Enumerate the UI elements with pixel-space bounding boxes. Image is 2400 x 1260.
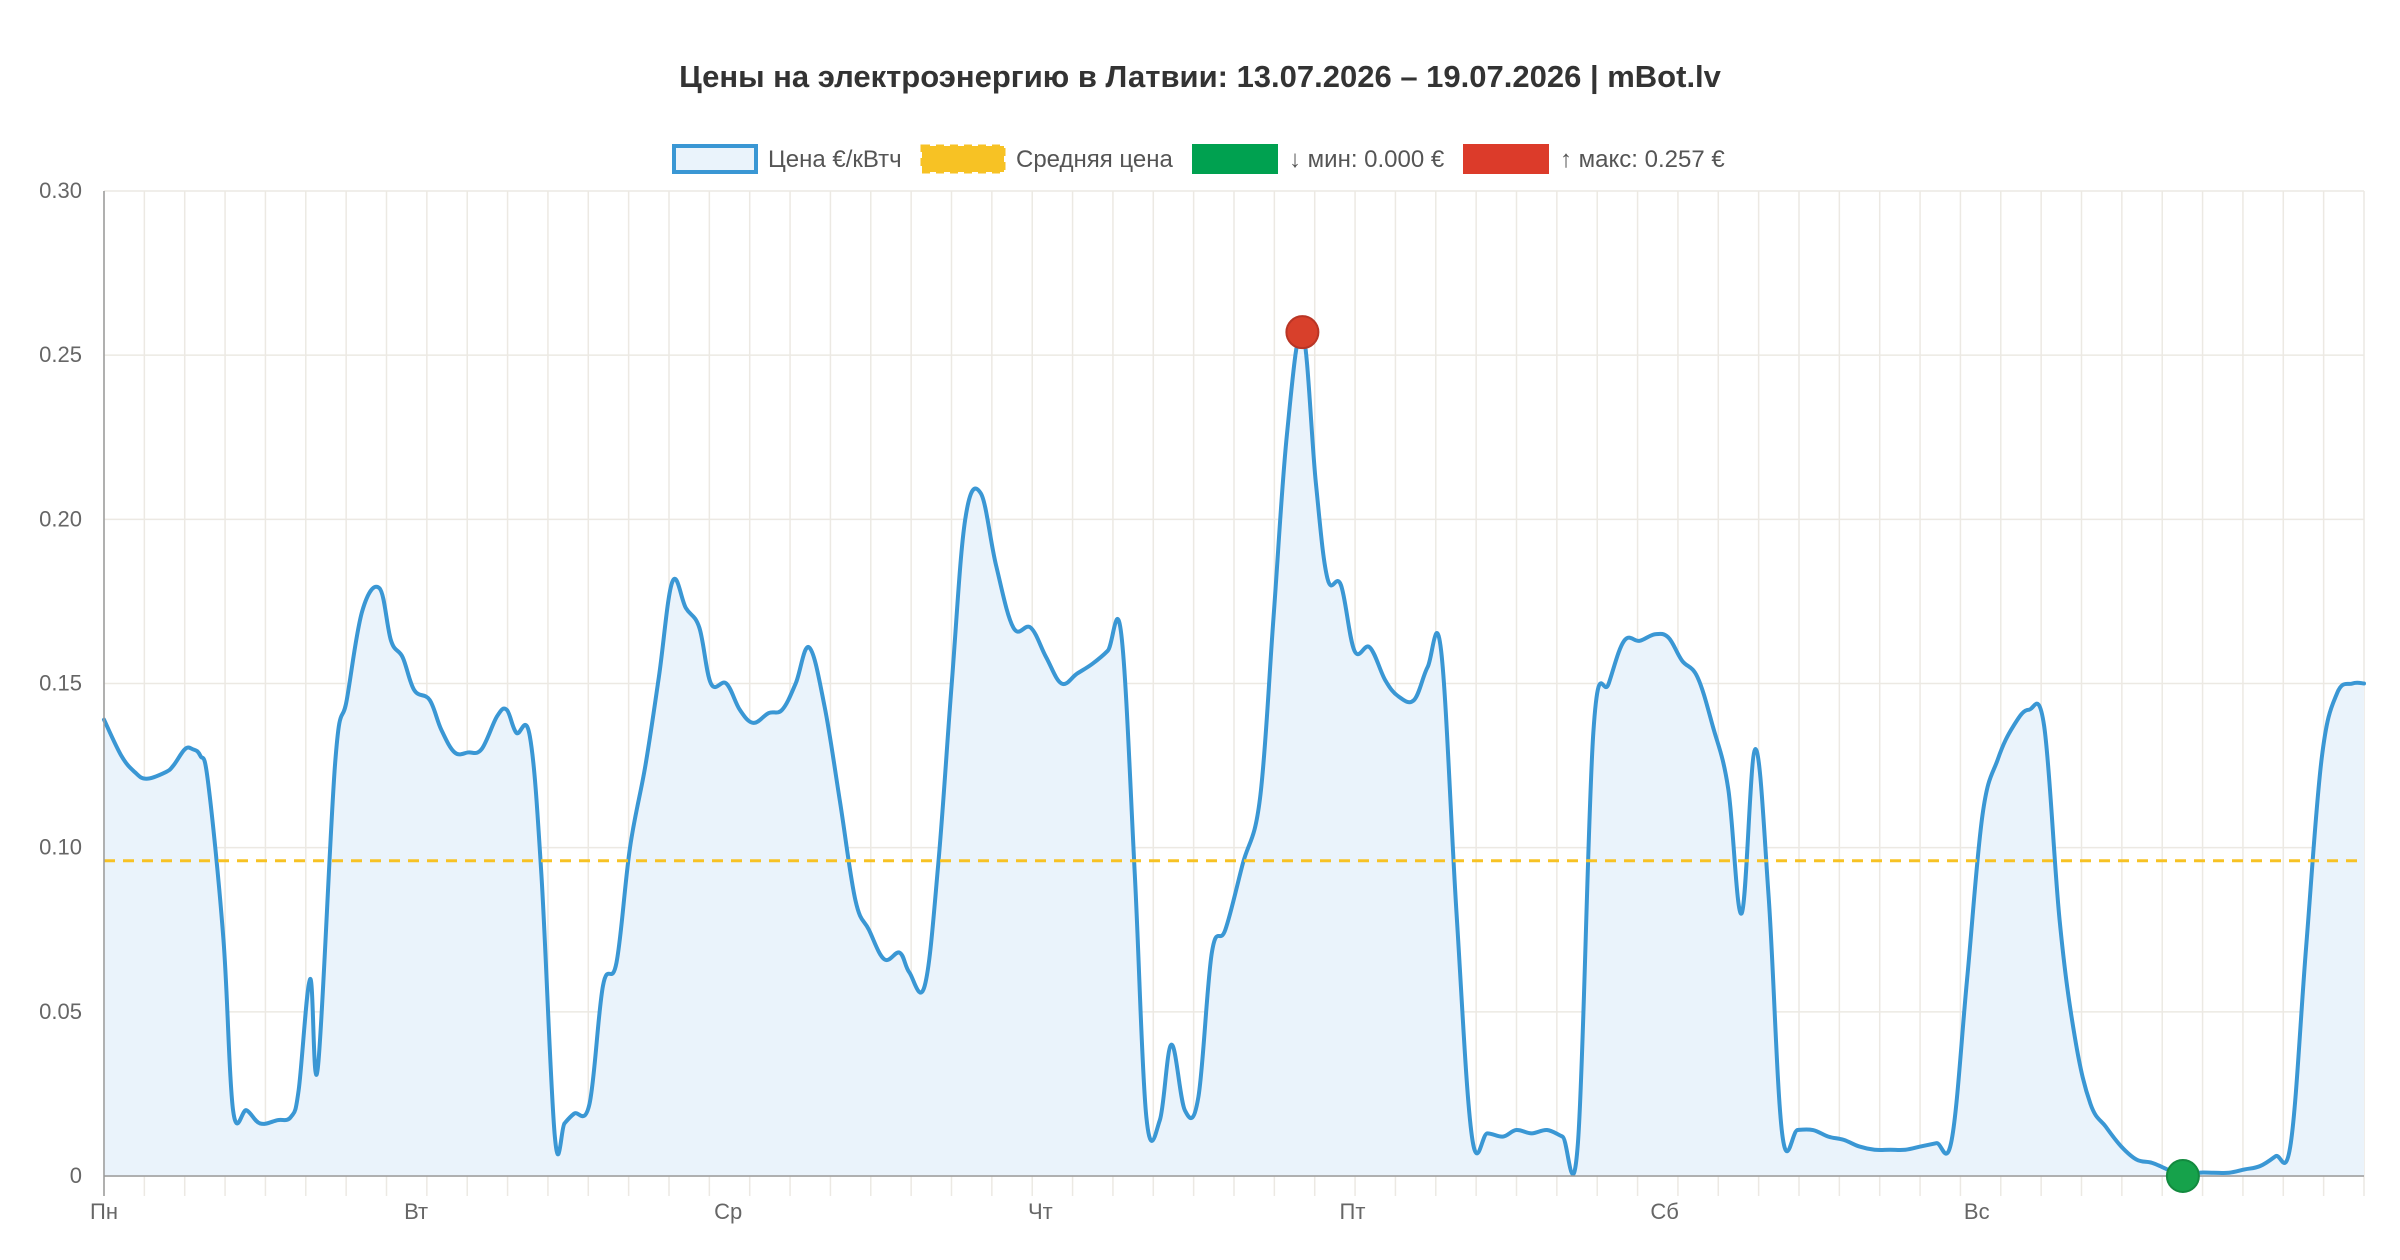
marker-layer — [1285, 315, 2200, 1193]
legend-item: ↑ макс: 0.257 € — [1463, 144, 1725, 174]
x-tick-label: Вт — [404, 1199, 428, 1224]
legend-item: Цена €/кВтч — [672, 144, 902, 174]
y-tick-label: 0.30 — [39, 178, 82, 203]
x-tick-label: Пн — [90, 1199, 118, 1224]
area-layer — [102, 329, 2366, 1179]
legend-item: Средняя цена — [920, 144, 1173, 174]
price-area-fill — [104, 331, 2364, 1177]
legend-label: ↓ мин: 0.000 € — [1289, 146, 1445, 173]
legend: Цена €/кВтч Средняя цена ↓ мин: 0.000 € ↑ м… — [672, 144, 1725, 174]
price-line — [102, 329, 2366, 1179]
legend-swatch-max — [1463, 144, 1549, 174]
y-tick-label: 0.15 — [39, 671, 82, 696]
y-tick-label: 0.05 — [39, 999, 82, 1024]
x-tick-label: Сб — [1650, 1199, 1679, 1224]
x-tick-label: Вс — [1964, 1199, 1990, 1224]
legend-label: ↑ макс: 0.257 € — [1560, 146, 1725, 173]
y-tick-label: 0 — [70, 1163, 82, 1188]
legend-item: ↓ мин: 0.000 € — [1192, 144, 1445, 174]
legend-label: Средняя цена — [1016, 146, 1173, 173]
x-tick-label: Пт — [1340, 1199, 1366, 1224]
min-marker — [2165, 1159, 2200, 1193]
y-tick-label: 0.20 — [39, 506, 82, 531]
legend-swatch-min — [1192, 144, 1278, 174]
legend-swatch-price — [672, 144, 758, 174]
x-tick-label: Ср — [714, 1199, 742, 1224]
axis-layer — [103, 191, 2364, 1196]
y-tick-label: 0.25 — [39, 342, 82, 367]
x-tick-label: Чт — [1028, 1199, 1053, 1224]
legend-label: Цена €/кВтч — [768, 146, 902, 173]
chart-title: Цены на электроэнергию в Латвии: 13.07.2… — [679, 59, 1722, 94]
legend-swatch-average — [920, 144, 1006, 174]
y-tick-label: 0.10 — [39, 835, 82, 860]
max-marker — [1285, 315, 1320, 350]
